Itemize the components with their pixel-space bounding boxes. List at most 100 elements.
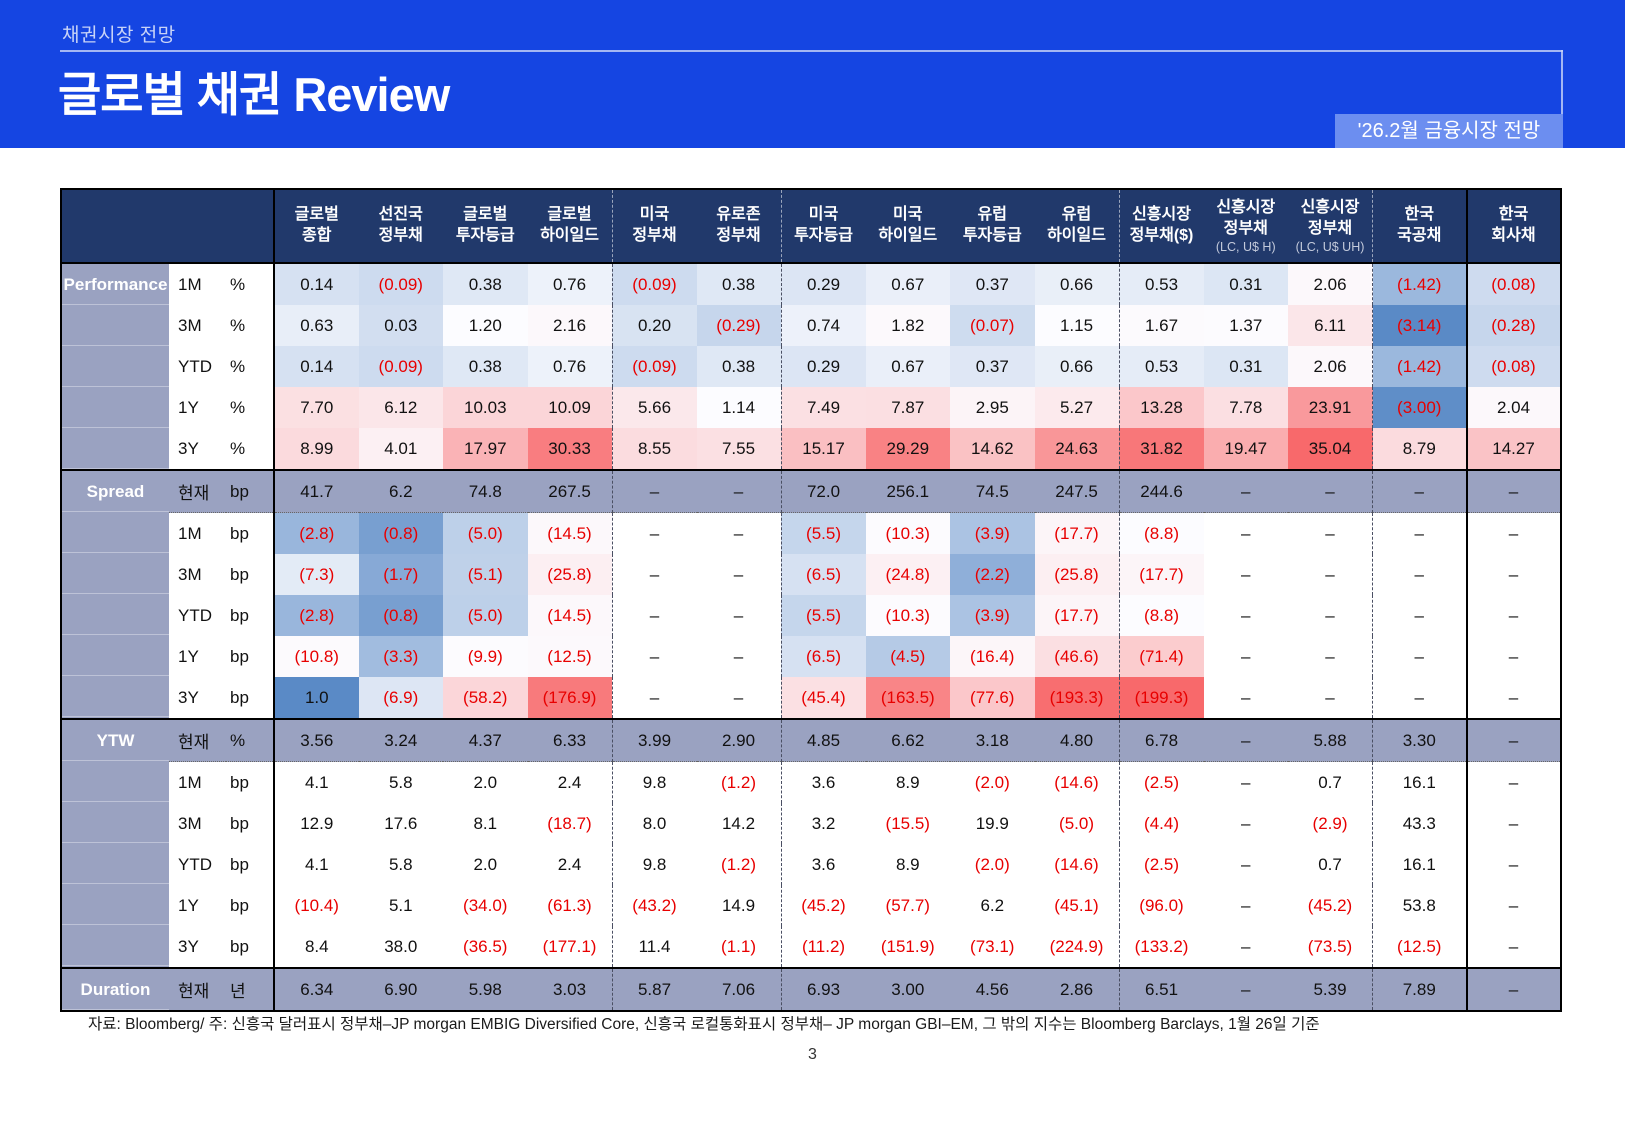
column-header: 신흥시장 정부채 (LC, U$ H)	[1203, 189, 1289, 264]
column-header: 글로벌 하이일드	[527, 189, 613, 264]
table-cell: 0.66	[1034, 263, 1120, 305]
table-cell: 72.0	[781, 469, 866, 513]
unit-label: bp	[226, 761, 276, 803]
table-cell: (2.5)	[1119, 844, 1204, 885]
table-cell: (0.08)	[1466, 263, 1561, 305]
table-cell: 4.37	[443, 718, 528, 762]
table-cell: 0.31	[1203, 263, 1289, 305]
table-cell: 6.12	[358, 387, 444, 428]
table-cell: (11.2)	[781, 926, 866, 968]
table-cell: (0.08)	[1466, 346, 1561, 387]
table-cell: –	[1288, 469, 1374, 513]
table-cell: 5.88	[1288, 718, 1374, 762]
table-cell: (5.0)	[1034, 803, 1120, 844]
table-cell: 4.80	[1034, 718, 1120, 762]
table-cell: (34.0)	[443, 885, 528, 926]
table-cell: (3.9)	[950, 512, 1035, 554]
table-cell: (1.42)	[1372, 263, 1468, 305]
table-cell: –	[1288, 595, 1374, 636]
table-cell: 1.37	[1203, 305, 1289, 346]
table-row: 3M bp 12.9 17.6 8.1 (18.7) 8.0 14.2 3.2 (15.5) 19.…	[61, 803, 1561, 844]
table-cell: –	[1466, 677, 1561, 719]
table-cell: 0.38	[443, 346, 528, 387]
table-cell: 0.76	[527, 263, 613, 305]
table-cell: 35.04	[1288, 428, 1374, 470]
table-cell: 3.56	[274, 718, 359, 762]
table-cell: 14.2	[696, 803, 782, 844]
table-cell: (4.5)	[865, 636, 951, 677]
table-cell: –	[1372, 512, 1468, 554]
table-cell: 6.78	[1119, 718, 1204, 762]
table-cell: (5.5)	[781, 512, 866, 554]
table-cell: 7.49	[781, 387, 866, 428]
column-subheader: (LC, U$ H)	[1215, 239, 1276, 254]
table-cell: 8.1	[443, 803, 528, 844]
period-label: 1Y	[169, 636, 226, 677]
table-cell: 5.8	[358, 761, 444, 803]
table-cell: 19.47	[1203, 428, 1289, 470]
table-row: 1M bp (2.8) (0.8) (5.0) (14.5) – – (5.5) (10.3) (3…	[61, 512, 1561, 554]
table-cell: (14.5)	[527, 512, 613, 554]
table-cell: 1.82	[865, 305, 951, 346]
source-note: 자료: Bloomberg/ 주: 신흥국 달러표시 정부채–JP morgan…	[88, 1016, 1320, 1033]
table-cell: 0.38	[443, 263, 528, 305]
table-cell: 0.29	[781, 346, 866, 387]
eyebrow-label: 채권시장 전망	[62, 25, 176, 46]
table-cell: 7.78	[1203, 387, 1289, 428]
table-cell: (0.29)	[696, 305, 782, 346]
bond-review-table: 글로벌 종합 선진국 정부채 글로벌 투자등급 글로벌 하이일드 미국 정부채 유로존 정부채 미국 투자…	[60, 188, 1562, 1012]
unit-label: bp	[226, 595, 276, 636]
table-cell: –	[612, 554, 697, 595]
period-label: 1Y	[169, 885, 226, 926]
unit-label: %	[226, 305, 276, 346]
table-cell: (10.8)	[274, 636, 359, 677]
table-cell: (4.4)	[1119, 803, 1204, 844]
table-cell: 6.62	[865, 718, 951, 762]
table-cell: (14.6)	[1034, 844, 1120, 885]
table-cell: 8.55	[612, 428, 697, 470]
table-cell: 4.1	[274, 844, 359, 885]
column-header: 유럽 투자등급	[950, 189, 1035, 264]
unit-label: bp	[226, 803, 276, 844]
table-cell: 23.91	[1288, 387, 1374, 428]
table-row: 3Y bp 1.0 (6.9) (58.2) (176.9) – – (45.4) (163.5)…	[61, 677, 1561, 719]
table-cell: 0.63	[274, 305, 359, 346]
table-corner	[61, 189, 276, 264]
table-cell: 0.76	[527, 346, 613, 387]
table-cell: –	[1466, 926, 1561, 968]
table-cell: 41.7	[274, 469, 359, 513]
table-row: 3M% 0.63 0.03 1.20 2.16 0.20 (0.29) 0.74 1.82 (0.…	[61, 305, 1561, 346]
table-row: 3M bp (7.3) (1.7) (5.1) (25.8) – – (6.5) (24.8) (2…	[61, 554, 1561, 595]
column-header: 미국 정부채	[612, 189, 697, 264]
table-cell: (12.5)	[527, 636, 613, 677]
column-header: 유로존 정부채	[696, 189, 782, 264]
table-cell: 5.39	[1288, 967, 1374, 1012]
table-cell: 8.0	[612, 803, 697, 844]
table-cell: (18.7)	[527, 803, 613, 844]
table-cell: –	[1203, 512, 1289, 554]
table-cell: 0.31	[1203, 346, 1289, 387]
table-cell: –	[612, 636, 697, 677]
table-cell: (46.6)	[1034, 636, 1120, 677]
table-cell: (3.14)	[1372, 305, 1468, 346]
table-cell: (45.2)	[1288, 885, 1374, 926]
table-cell: 74.8	[443, 469, 528, 513]
table-cell: 5.27	[1034, 387, 1120, 428]
table-cell: (0.8)	[358, 512, 444, 554]
table-cell: (17.7)	[1119, 554, 1204, 595]
table-cell: 2.0	[443, 844, 528, 885]
table-cell: 5.87	[612, 967, 697, 1012]
table-cell: –	[1372, 595, 1468, 636]
column-header: 미국 하이일드	[865, 189, 951, 264]
table-cell: 3.24	[358, 718, 444, 762]
table-cell: (10.4)	[274, 885, 359, 926]
table-cell: 0.7	[1288, 761, 1374, 803]
table-cell: (25.8)	[1034, 554, 1120, 595]
table-row: Duration 현재 년 6.34 6.90 5.98 3.03 5.87 7.06 6.93 3…	[61, 967, 1561, 1012]
table-cell: –	[612, 512, 697, 554]
table-cell: (199.3)	[1119, 677, 1204, 719]
table-cell: 5.66	[612, 387, 697, 428]
period-label: YTD	[169, 595, 226, 636]
table-cell: 3.03	[527, 967, 613, 1012]
table-cell: 2.95	[950, 387, 1035, 428]
